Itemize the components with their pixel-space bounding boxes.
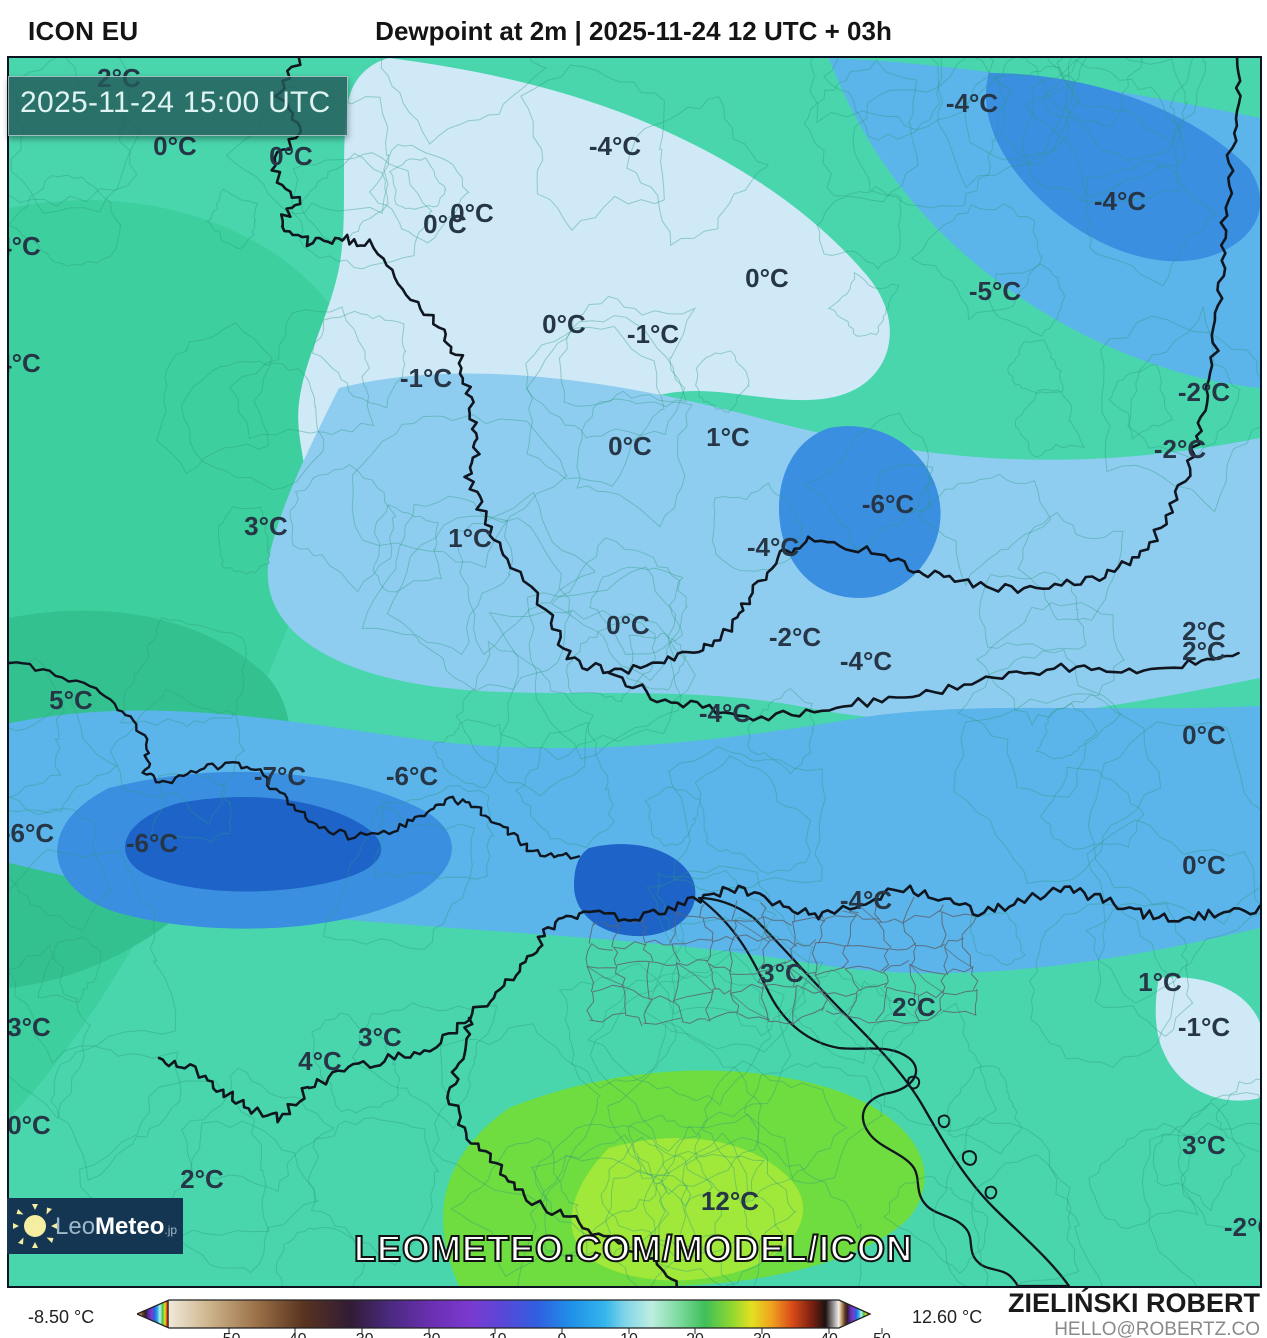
svg-text:4°C: 4°C: [9, 348, 41, 378]
svg-text:-4°C: -4°C: [747, 532, 800, 562]
svg-text:1°C: 1°C: [1138, 967, 1182, 997]
svg-text:1°C: 1°C: [448, 523, 492, 553]
svg-text:-4°C: -4°C: [589, 131, 642, 161]
svg-text:-6°C: -6°C: [862, 489, 915, 519]
svg-text:0°C: 0°C: [542, 309, 586, 339]
svg-text:-1°C: -1°C: [400, 363, 453, 393]
svg-text:-5°C: -5°C: [969, 276, 1022, 306]
svg-text:-6°C: -6°C: [9, 818, 54, 848]
svg-text:-2°C: -2°C: [1154, 434, 1207, 464]
svg-text:0°C: 0°C: [450, 198, 494, 228]
svg-text:0°C: 0°C: [1182, 850, 1226, 880]
svg-text:0°C: 0°C: [608, 431, 652, 461]
svg-text:2°C: 2°C: [1182, 636, 1226, 666]
svg-text:-4°C: -4°C: [699, 698, 752, 728]
svg-text:4°C: 4°C: [9, 231, 41, 261]
svg-text:-7°C: -7°C: [254, 761, 307, 791]
svg-text:3°C: 3°C: [244, 511, 288, 541]
svg-text:2°C: 2°C: [180, 1164, 224, 1194]
svg-text:3°C: 3°C: [358, 1022, 402, 1052]
svg-text:3°C: 3°C: [9, 1012, 51, 1042]
svg-text:5°C: 5°C: [49, 685, 93, 715]
svg-text:2°C: 2°C: [892, 992, 936, 1022]
svg-text:-4°C: -4°C: [840, 885, 893, 915]
svg-text:-1°C: -1°C: [627, 319, 680, 349]
svg-text:1°C: 1°C: [706, 422, 750, 452]
svg-text:-4°C: -4°C: [1094, 186, 1147, 216]
svg-text:0°C: 0°C: [745, 263, 789, 293]
svg-text:3°C: 3°C: [760, 958, 804, 988]
svg-text:0°C: 0°C: [1182, 720, 1226, 750]
svg-text:-6°C: -6°C: [386, 761, 439, 791]
svg-text:12°C: 12°C: [701, 1186, 759, 1216]
svg-text:4°C: 4°C: [298, 1046, 342, 1076]
svg-text:3°C: 3°C: [1182, 1130, 1226, 1160]
svg-text:-4°C: -4°C: [840, 646, 893, 676]
svg-text:0°C: 0°C: [269, 141, 313, 171]
svg-text:0°C: 0°C: [606, 610, 650, 640]
svg-text:-1°C: -1°C: [1178, 1012, 1231, 1042]
svg-text:-6°C: -6°C: [126, 828, 179, 858]
svg-text:0°C: 0°C: [9, 1110, 51, 1140]
svg-text:-4°C: -4°C: [946, 88, 999, 118]
svg-text:-2°C: -2°C: [1178, 377, 1231, 407]
svg-text:-2°C: -2°C: [769, 622, 822, 652]
